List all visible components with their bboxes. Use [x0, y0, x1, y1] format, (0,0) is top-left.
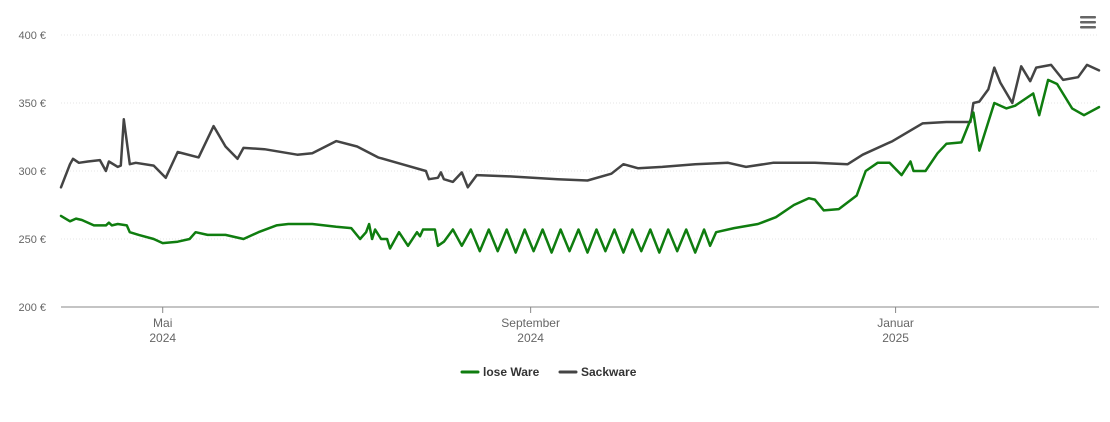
series-line-sackware[interactable]	[59, 63, 1101, 189]
legend: lose Ware Sackware	[460, 365, 637, 379]
y-tick-label: 250 €	[18, 234, 46, 246]
x-tick-label-month: September	[501, 316, 560, 330]
y-tick-label: 350 €	[18, 98, 46, 110]
hamburger-menu-icon[interactable]	[1077, 11, 1099, 33]
legend-item-sackware[interactable]: Sackware	[558, 365, 637, 379]
legend-item-lose-ware[interactable]: lose Ware	[460, 365, 540, 379]
legend-label: Sackware	[581, 365, 637, 379]
series-line-lose-ware[interactable]	[59, 78, 1101, 254]
grid-layer	[61, 34, 1099, 240]
x-tick-label-year: 2024	[517, 331, 544, 345]
x-tick-label-month: Mai	[153, 316, 172, 330]
y-tick-label: 200 €	[18, 302, 46, 314]
legend-label: lose Ware	[483, 365, 540, 379]
x-tick-label-year: 2025	[882, 331, 909, 345]
y-tick-label: 300 €	[18, 166, 46, 178]
series-layer	[59, 63, 1101, 254]
x-tick-label-year: 2024	[149, 331, 176, 345]
x-tick-label-month: Januar	[877, 316, 914, 330]
axis-layer: 200 €250 €300 €350 €400 €Mai2024Septembe…	[18, 30, 1099, 345]
y-tick-label: 400 €	[18, 30, 46, 42]
